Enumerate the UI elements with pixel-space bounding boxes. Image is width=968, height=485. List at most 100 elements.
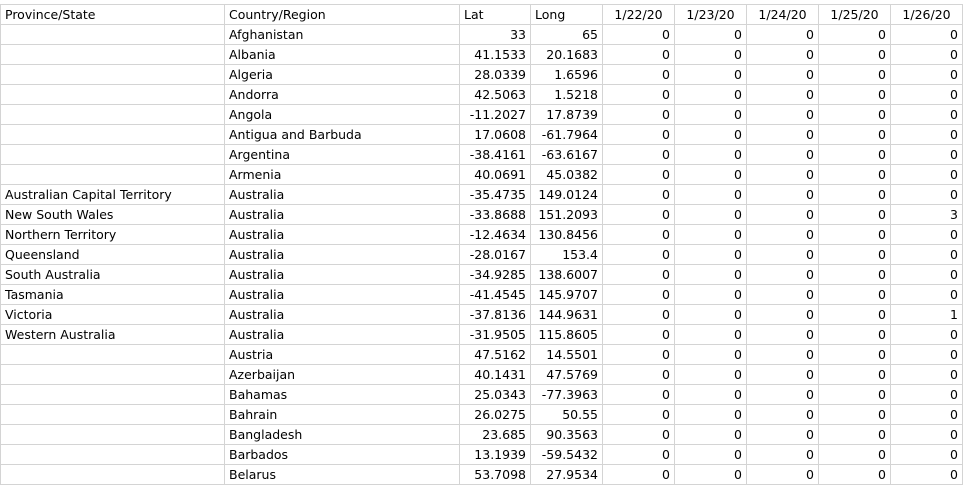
cell-d-1-23[interactable]: 0 — [674, 384, 747, 405]
cell-d-1-22[interactable]: 0 — [602, 324, 675, 345]
cell-long[interactable]: 90.3563 — [530, 424, 603, 445]
cell-d-1-23[interactable]: 0 — [674, 64, 747, 85]
cell-d-1-25[interactable]: 0 — [818, 104, 891, 125]
cell-d-1-26[interactable]: 0 — [890, 164, 963, 185]
cell-d-1-25[interactable]: 0 — [818, 244, 891, 265]
cell-country-region[interactable]: Antigua and Barbuda — [224, 124, 460, 145]
cell-d-1-24[interactable]: 0 — [746, 244, 819, 265]
cell-d-1-22[interactable]: 0 — [602, 244, 675, 265]
cell-d-1-24[interactable]: 0 — [746, 64, 819, 85]
cell-lat[interactable]: 40.0691 — [459, 164, 531, 185]
cell-lat[interactable]: -35.4735 — [459, 184, 531, 205]
cell-d-1-26[interactable]: 0 — [890, 464, 963, 485]
cell-d-1-25[interactable]: 0 — [818, 324, 891, 345]
cell-d-1-26[interactable]: 0 — [890, 284, 963, 305]
cell-d-1-23[interactable]: 0 — [674, 364, 747, 385]
cell-d-1-23[interactable]: 0 — [674, 284, 747, 305]
cell-long[interactable]: 153.4 — [530, 244, 603, 265]
cell-country-region[interactable]: Algeria — [224, 64, 460, 85]
cell-d-1-22[interactable]: 0 — [602, 124, 675, 145]
cell-d-1-22[interactable]: 0 — [602, 204, 675, 225]
cell-country-region[interactable]: Australia — [224, 204, 460, 225]
cell-d-1-24[interactable]: 0 — [746, 44, 819, 65]
cell-country-region[interactable]: Australia — [224, 184, 460, 205]
cell-d-1-22[interactable]: 0 — [602, 444, 675, 465]
cell-d-1-25[interactable]: 0 — [818, 184, 891, 205]
cell-d-1-23[interactable]: 0 — [674, 324, 747, 345]
cell-province-state[interactable] — [0, 384, 225, 405]
cell-province-state[interactable] — [0, 124, 225, 145]
cell-d-1-22[interactable]: 0 — [602, 384, 675, 405]
cell-d-1-23[interactable]: 0 — [674, 264, 747, 285]
cell-d-1-24[interactable]: 0 — [746, 184, 819, 205]
cell-d-1-24[interactable]: 0 — [746, 284, 819, 305]
cell-d-1-23[interactable]: 0 — [674, 424, 747, 445]
cell-long[interactable]: -77.3963 — [530, 384, 603, 405]
cell-province-state[interactable] — [0, 144, 225, 165]
cell-d-1-22[interactable]: 0 — [602, 84, 675, 105]
cell-d-1-25[interactable]: 0 — [818, 164, 891, 185]
cell-d-1-23[interactable]: 0 — [674, 304, 747, 325]
cell-d-1-24[interactable]: 0 — [746, 124, 819, 145]
cell-d-1-24[interactable]: 0 — [746, 144, 819, 165]
cell-country-region[interactable]: Azerbaijan — [224, 364, 460, 385]
cell-d-1-25[interactable]: 0 — [818, 64, 891, 85]
cell-d-1-23[interactable]: 0 — [674, 344, 747, 365]
cell-country-region[interactable]: Australia — [224, 324, 460, 345]
cell-d-1-26[interactable]: 0 — [890, 244, 963, 265]
cell-d-1-26[interactable]: 0 — [890, 44, 963, 65]
cell-long[interactable]: 45.0382 — [530, 164, 603, 185]
cell-long[interactable]: 27.9534 — [530, 464, 603, 485]
cell-province-state[interactable] — [0, 464, 225, 485]
cell-lat[interactable]: 40.1431 — [459, 364, 531, 385]
cell-d-1-26[interactable]: 0 — [890, 344, 963, 365]
cell-province-state[interactable]: Tasmania — [0, 284, 225, 305]
cell-country-region[interactable]: Angola — [224, 104, 460, 125]
cell-d-1-23[interactable]: 0 — [674, 244, 747, 265]
cell-d-1-22[interactable]: 0 — [602, 364, 675, 385]
cell-province-state[interactable] — [0, 444, 225, 465]
cell-d-1-22[interactable]: 0 — [602, 104, 675, 125]
cell-lat[interactable]: -28.0167 — [459, 244, 531, 265]
cell-d-1-22[interactable]: 0 — [602, 64, 675, 85]
cell-country-region[interactable]: Australia — [224, 264, 460, 285]
header-cell-d-1-26[interactable]: 1/26/20 — [890, 4, 963, 25]
cell-d-1-25[interactable]: 0 — [818, 404, 891, 425]
cell-d-1-22[interactable]: 0 — [602, 144, 675, 165]
cell-lat[interactable]: 33 — [459, 24, 531, 45]
cell-long[interactable]: 14.5501 — [530, 344, 603, 365]
cell-province-state[interactable]: Australian Capital Territory — [0, 184, 225, 205]
cell-lat[interactable]: 26.0275 — [459, 404, 531, 425]
cell-d-1-23[interactable]: 0 — [674, 224, 747, 245]
cell-lat[interactable]: 28.0339 — [459, 64, 531, 85]
cell-d-1-22[interactable]: 0 — [602, 224, 675, 245]
cell-d-1-24[interactable]: 0 — [746, 444, 819, 465]
cell-lat[interactable]: 17.0608 — [459, 124, 531, 145]
cell-long[interactable]: -63.6167 — [530, 144, 603, 165]
cell-d-1-25[interactable]: 0 — [818, 24, 891, 45]
cell-long[interactable]: 138.6007 — [530, 264, 603, 285]
cell-province-state[interactable] — [0, 344, 225, 365]
cell-lat[interactable]: 53.7098 — [459, 464, 531, 485]
cell-country-region[interactable]: Belarus — [224, 464, 460, 485]
cell-d-1-24[interactable]: 0 — [746, 344, 819, 365]
cell-d-1-23[interactable]: 0 — [674, 204, 747, 225]
cell-long[interactable]: 65 — [530, 24, 603, 45]
cell-d-1-26[interactable]: 0 — [890, 24, 963, 45]
cell-province-state[interactable]: Victoria — [0, 304, 225, 325]
cell-long[interactable]: 151.2093 — [530, 204, 603, 225]
cell-country-region[interactable]: Australia — [224, 224, 460, 245]
cell-lat[interactable]: -38.4161 — [459, 144, 531, 165]
cell-long[interactable]: 130.8456 — [530, 224, 603, 245]
cell-long[interactable]: 47.5769 — [530, 364, 603, 385]
cell-d-1-24[interactable]: 0 — [746, 224, 819, 245]
cell-country-region[interactable]: Austria — [224, 344, 460, 365]
cell-lat[interactable]: 42.5063 — [459, 84, 531, 105]
cell-lat[interactable]: 13.1939 — [459, 444, 531, 465]
cell-d-1-22[interactable]: 0 — [602, 304, 675, 325]
cell-country-region[interactable]: Australia — [224, 284, 460, 305]
cell-country-region[interactable]: Armenia — [224, 164, 460, 185]
cell-d-1-23[interactable]: 0 — [674, 104, 747, 125]
cell-d-1-24[interactable]: 0 — [746, 84, 819, 105]
cell-province-state[interactable]: Queensland — [0, 244, 225, 265]
